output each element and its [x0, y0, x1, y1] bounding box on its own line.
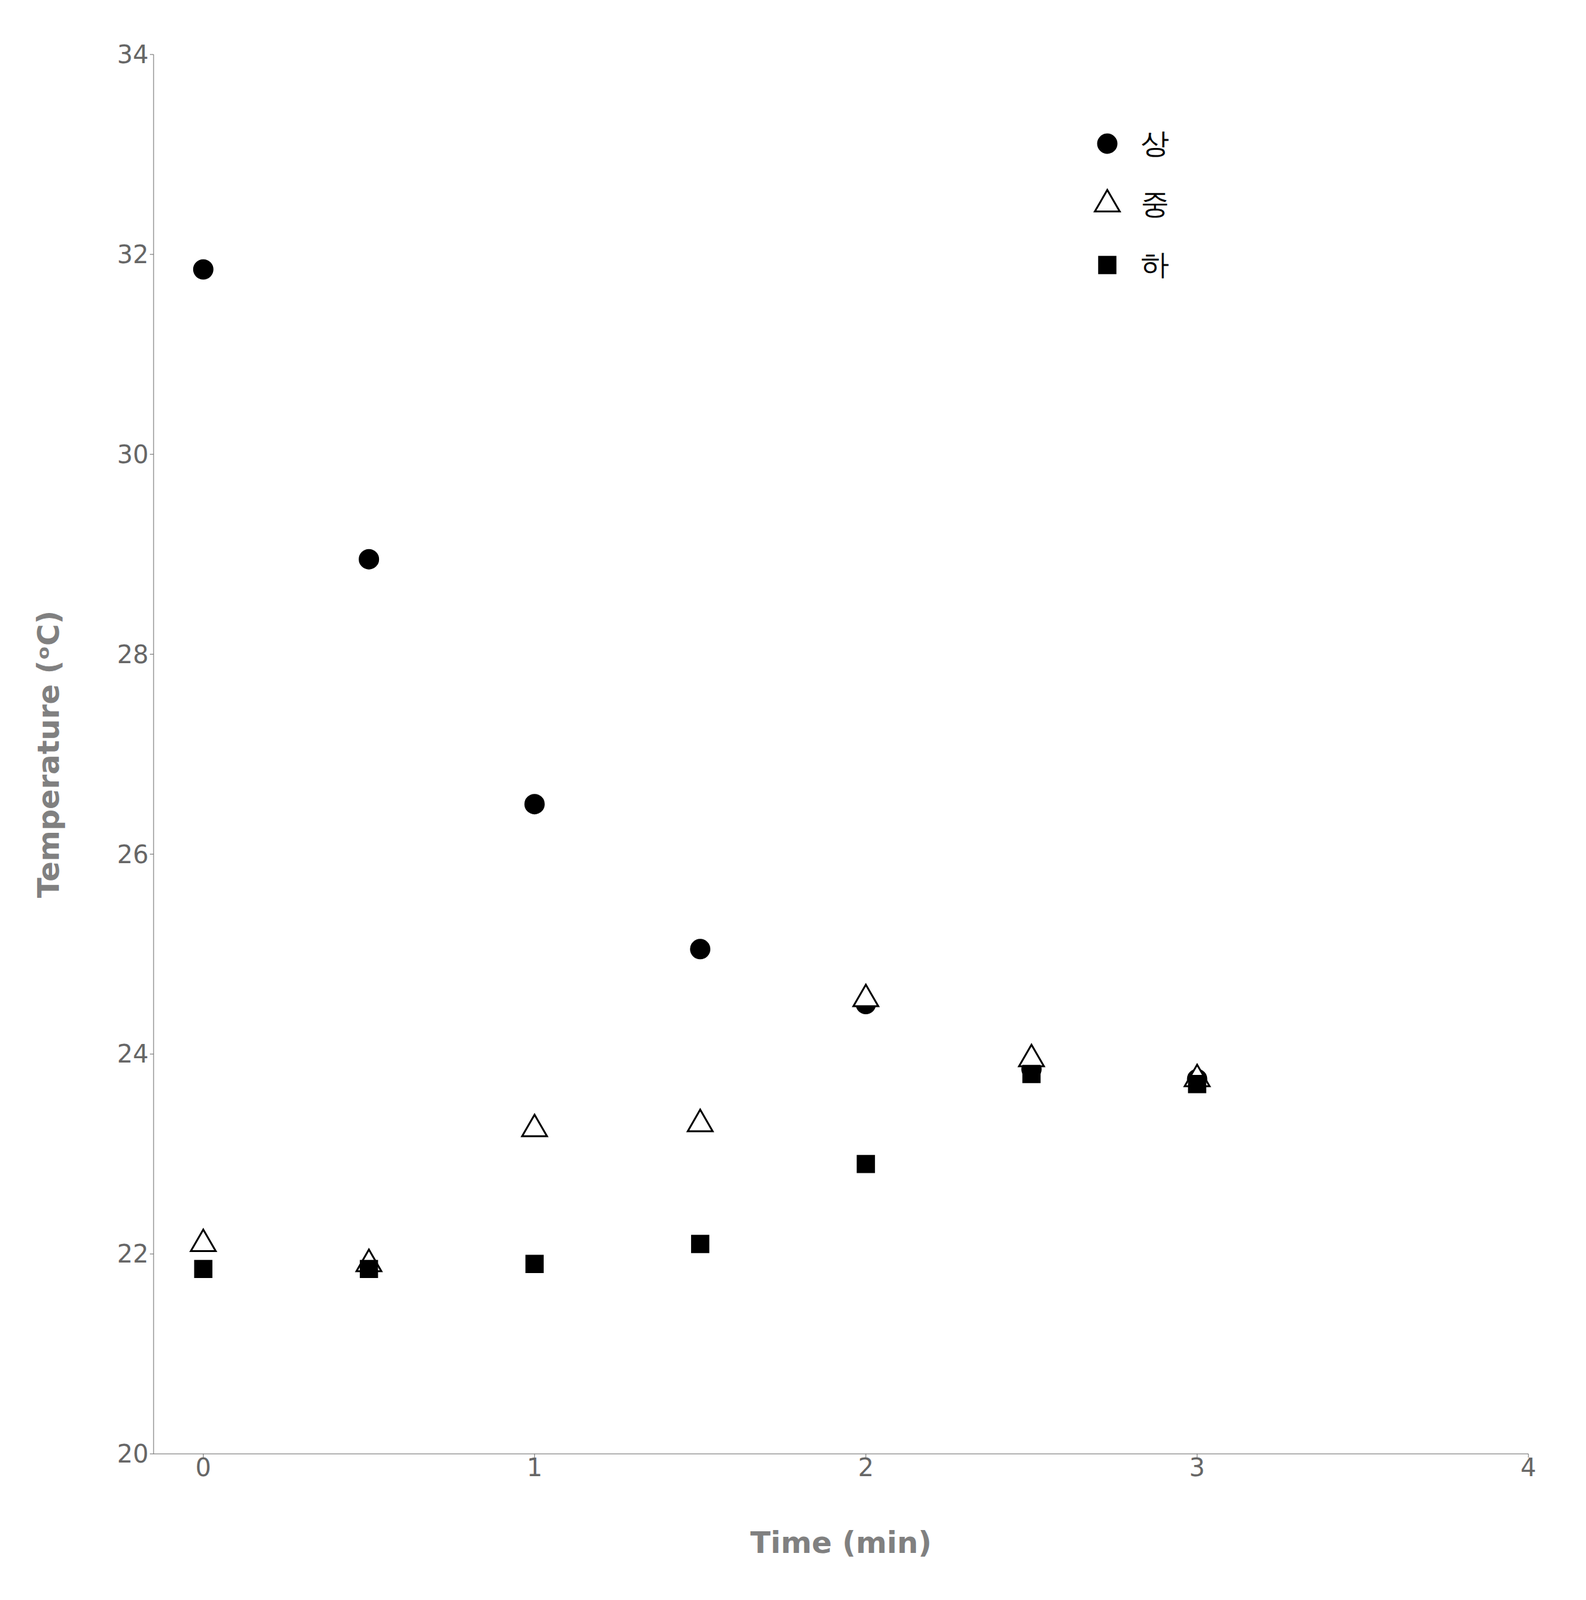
- svg-text:1: 1: [526, 1453, 542, 1482]
- svg-text:Time (min): Time (min): [750, 1525, 933, 1560]
- svg-text:3: 3: [1189, 1453, 1205, 1482]
- svg-text:34: 34: [117, 40, 149, 69]
- svg-text:2: 2: [857, 1453, 874, 1482]
- svg-text:26: 26: [117, 840, 149, 869]
- svg-text:0: 0: [195, 1453, 212, 1482]
- svg-text:20: 20: [117, 1439, 149, 1469]
- svg-text:28: 28: [117, 640, 149, 669]
- svg-text:30: 30: [117, 440, 149, 469]
- svg-text:22: 22: [117, 1239, 149, 1269]
- html-text:중: 중: [1140, 187, 1169, 221]
- svg-text:24: 24: [117, 1039, 149, 1069]
- html-text:상: 상: [1140, 126, 1169, 160]
- svg-text:4: 4: [1520, 1453, 1536, 1482]
- svg-text:Temperature (ᵒC): Temperature (ᵒC): [30, 610, 66, 898]
- html-text:하: 하: [1140, 247, 1169, 282]
- svg-text:32: 32: [117, 240, 149, 269]
